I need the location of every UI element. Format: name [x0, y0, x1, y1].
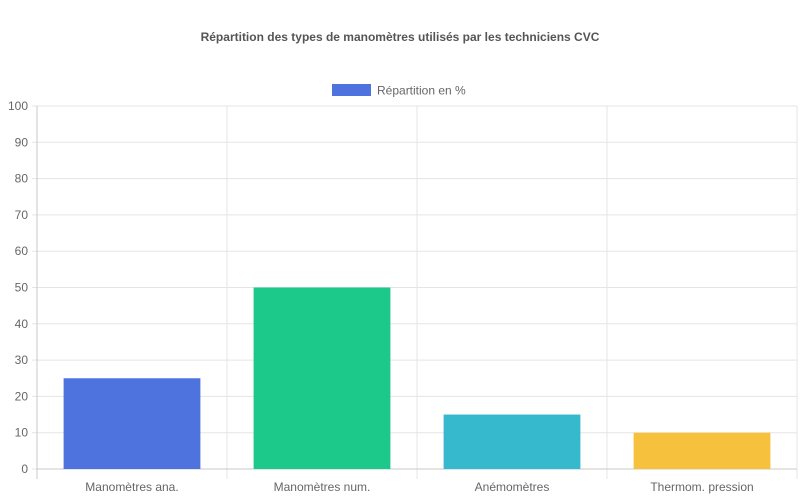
y-axis-ticks: 0 10 20 30 40 50 60 70 80 90 100 [8, 99, 28, 476]
x-axis-ticks: Manomètres ana. Manomètres num. Anémomètre… [85, 480, 753, 494]
y-tick-label: 50 [15, 281, 29, 295]
legend[interactable]: Répartition en % [332, 84, 466, 98]
legend-label: Répartition en % [377, 84, 466, 98]
y-tick-label: 40 [15, 317, 29, 331]
y-tick-label: 100 [8, 99, 28, 113]
y-tick-label: 60 [15, 244, 29, 258]
bars [63, 287, 771, 470]
x-tick-label: Anémomètres [475, 480, 550, 494]
y-tick-label: 20 [15, 389, 29, 403]
x-tick-label: Thermom. pression [650, 480, 753, 494]
y-tick-label: 90 [15, 135, 29, 149]
bar[interactable] [443, 414, 581, 469]
x-tick-label: Manomètres num. [274, 480, 371, 494]
legend-swatch [332, 84, 371, 96]
y-tick-label: 0 [21, 462, 28, 476]
y-tick-label: 30 [15, 353, 29, 367]
bar[interactable] [253, 287, 391, 470]
y-tick-label: 10 [15, 426, 29, 440]
bar[interactable] [633, 432, 771, 469]
chart-title: Répartition des types de manomètres util… [201, 30, 600, 44]
x-tick-label: Manomètres ana. [85, 480, 178, 494]
y-tick-label: 80 [15, 172, 29, 186]
bar[interactable] [63, 378, 201, 469]
y-tick-label: 70 [15, 208, 29, 222]
